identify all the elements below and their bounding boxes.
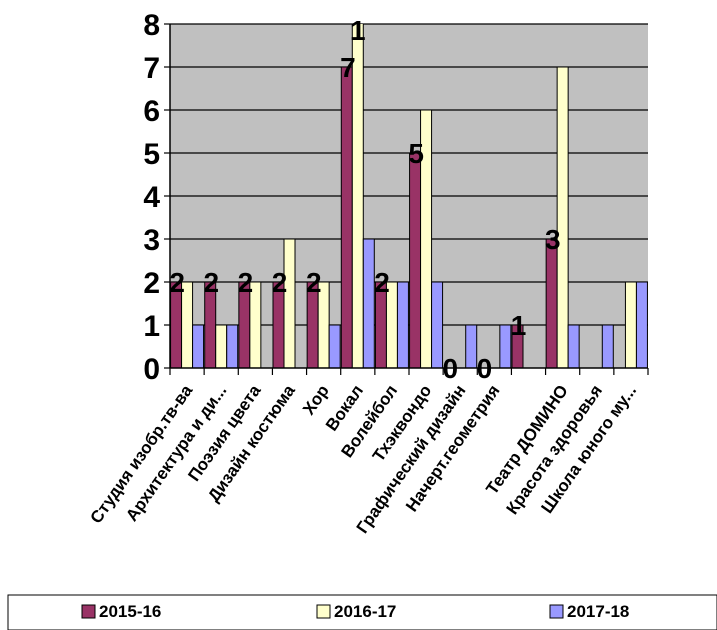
y-tick-label: 5: [143, 138, 160, 171]
bars: [170, 24, 648, 369]
bar-2016-17: [624, 281, 637, 369]
data-label: 7: [340, 52, 356, 83]
data-label: 2: [306, 267, 322, 298]
y-tick-label: 0: [143, 353, 160, 386]
x-tick-label: Хор: [299, 381, 333, 418]
legend-swatch: [81, 604, 96, 619]
y-tick-label: 4: [143, 181, 160, 214]
data-label: 2: [238, 267, 254, 298]
y-tick-labels: 0 1 2 3 4 5 6 7 8: [143, 9, 160, 386]
bar-2017-18: [635, 281, 648, 369]
legend: 2015-16 2016-17 2017-18: [81, 602, 629, 621]
bar-2016-17: [215, 324, 228, 369]
legend-swatch: [316, 604, 331, 619]
data-label: 2: [204, 267, 220, 298]
legend-swatch: [549, 604, 564, 619]
data-label: 0: [443, 353, 459, 384]
data-label: 3: [545, 224, 561, 255]
data-label: 5: [408, 138, 424, 169]
bar-2017-18: [465, 324, 478, 369]
bar-2017-18: [431, 281, 444, 369]
bar-2015-16: [409, 152, 422, 369]
data-label: 2: [374, 267, 390, 298]
bar-2016-17: [283, 238, 296, 369]
bar-2015-16: [545, 238, 558, 369]
y-tick-label: 1: [143, 310, 160, 343]
y-tick-label: 6: [143, 95, 160, 128]
legend-label: 2015-16: [99, 602, 161, 621]
bar-2017-18: [362, 238, 375, 369]
y-tick-label: 7: [143, 52, 160, 85]
data-label: 0: [477, 353, 493, 384]
legend-box: [7, 594, 717, 630]
data-label: 2: [169, 267, 185, 298]
y-tick-label: 8: [143, 9, 160, 42]
y-tick-label: 2: [143, 267, 160, 300]
data-label: 2: [272, 267, 288, 298]
bar-2017-18: [328, 324, 341, 369]
bar-2017-18: [499, 324, 512, 369]
data-label: 1: [511, 310, 527, 341]
legend-label: 2016-17: [334, 602, 396, 621]
legend-label: 2017-18: [567, 602, 629, 621]
bar-2016-17: [556, 66, 569, 369]
bar-2017-18: [396, 281, 409, 369]
bar-2017-18: [226, 324, 239, 369]
bar-2017-18: [567, 324, 580, 369]
bar-2015-16: [340, 66, 353, 369]
data-label: 1: [350, 15, 366, 46]
bar-2017-18: [601, 324, 614, 369]
bar-2017-18: [192, 324, 205, 369]
y-tick-label: 3: [143, 224, 160, 257]
